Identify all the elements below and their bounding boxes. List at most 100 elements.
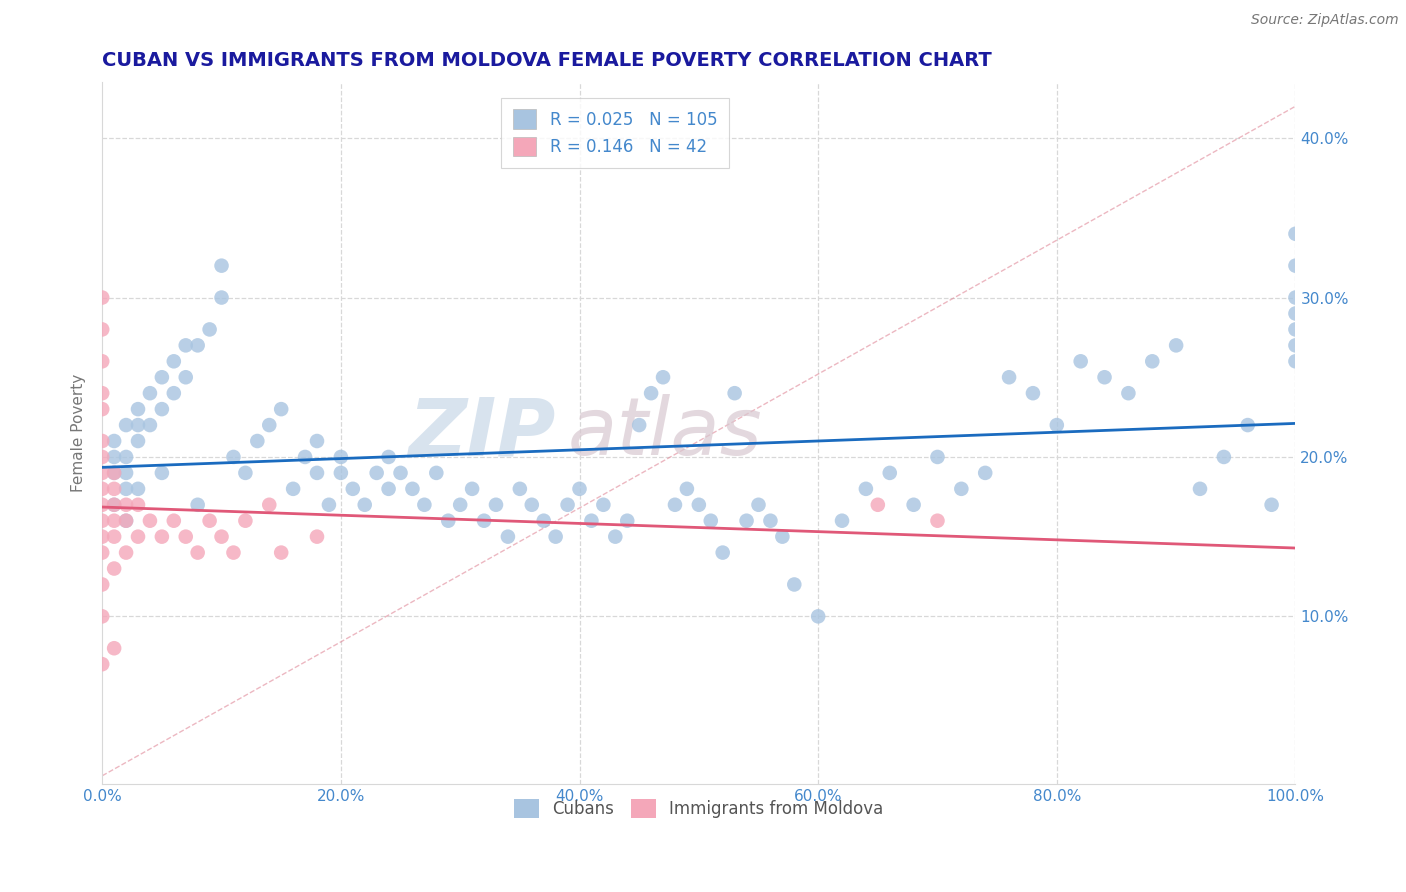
- Text: Source: ZipAtlas.com: Source: ZipAtlas.com: [1251, 13, 1399, 28]
- Point: [187, 338, 209, 352]
- Point: [353, 498, 375, 512]
- Point: [281, 482, 304, 496]
- Point: [115, 546, 138, 560]
- Point: [485, 498, 508, 512]
- Point: [927, 514, 949, 528]
- Point: [174, 530, 197, 544]
- Point: [472, 514, 495, 528]
- Y-axis label: Female Poverty: Female Poverty: [72, 374, 86, 492]
- Point: [401, 482, 423, 496]
- Point: [187, 498, 209, 512]
- Point: [1236, 418, 1258, 433]
- Point: [115, 466, 138, 480]
- Point: [1284, 291, 1306, 305]
- Point: [998, 370, 1021, 384]
- Point: [127, 530, 149, 544]
- Point: [174, 338, 197, 352]
- Point: [592, 498, 614, 512]
- Point: [568, 482, 591, 496]
- Point: [91, 434, 114, 448]
- Point: [628, 418, 651, 433]
- Point: [425, 466, 447, 480]
- Point: [605, 530, 627, 544]
- Point: [1142, 354, 1164, 368]
- Point: [520, 498, 543, 512]
- Point: [127, 482, 149, 496]
- Point: [115, 514, 138, 528]
- Point: [91, 402, 114, 417]
- Point: [91, 546, 114, 560]
- Point: [103, 530, 125, 544]
- Point: [115, 418, 138, 433]
- Text: atlas: atlas: [568, 394, 762, 472]
- Point: [91, 291, 114, 305]
- Text: ZIP: ZIP: [408, 394, 555, 472]
- Point: [222, 450, 245, 464]
- Point: [377, 450, 399, 464]
- Point: [1284, 338, 1306, 352]
- Point: [211, 259, 233, 273]
- Point: [1118, 386, 1140, 401]
- Point: [211, 291, 233, 305]
- Point: [389, 466, 412, 480]
- Point: [91, 657, 114, 672]
- Point: [91, 322, 114, 336]
- Point: [437, 514, 460, 528]
- Point: [711, 546, 734, 560]
- Point: [198, 322, 221, 336]
- Point: [533, 514, 555, 528]
- Point: [103, 498, 125, 512]
- Point: [927, 450, 949, 464]
- Point: [103, 641, 125, 656]
- Point: [127, 498, 149, 512]
- Point: [91, 514, 114, 528]
- Point: [150, 370, 173, 384]
- Point: [305, 434, 328, 448]
- Point: [91, 354, 114, 368]
- Point: [640, 386, 662, 401]
- Point: [1212, 450, 1234, 464]
- Point: [270, 546, 292, 560]
- Point: [91, 498, 114, 512]
- Point: [747, 498, 769, 512]
- Point: [222, 546, 245, 560]
- Point: [91, 386, 114, 401]
- Point: [259, 418, 281, 433]
- Point: [174, 370, 197, 384]
- Point: [103, 434, 125, 448]
- Point: [509, 482, 531, 496]
- Point: [1284, 354, 1306, 368]
- Point: [974, 466, 997, 480]
- Point: [259, 498, 281, 512]
- Point: [1284, 259, 1306, 273]
- Point: [950, 482, 973, 496]
- Point: [329, 450, 352, 464]
- Point: [1260, 498, 1282, 512]
- Point: [866, 498, 889, 512]
- Point: [91, 577, 114, 591]
- Point: [1284, 306, 1306, 320]
- Point: [557, 498, 579, 512]
- Point: [783, 577, 806, 591]
- Point: [759, 514, 782, 528]
- Point: [1046, 418, 1069, 433]
- Point: [103, 482, 125, 496]
- Point: [103, 498, 125, 512]
- Point: [139, 386, 162, 401]
- Point: [879, 466, 901, 480]
- Point: [770, 530, 793, 544]
- Point: [855, 482, 877, 496]
- Point: [903, 498, 925, 512]
- Point: [103, 466, 125, 480]
- Point: [150, 402, 173, 417]
- Point: [1022, 386, 1045, 401]
- Point: [235, 514, 257, 528]
- Point: [1284, 322, 1306, 336]
- Point: [187, 546, 209, 560]
- Point: [305, 466, 328, 480]
- Point: [103, 450, 125, 464]
- Point: [807, 609, 830, 624]
- Point: [103, 561, 125, 575]
- Point: [329, 466, 352, 480]
- Point: [688, 498, 710, 512]
